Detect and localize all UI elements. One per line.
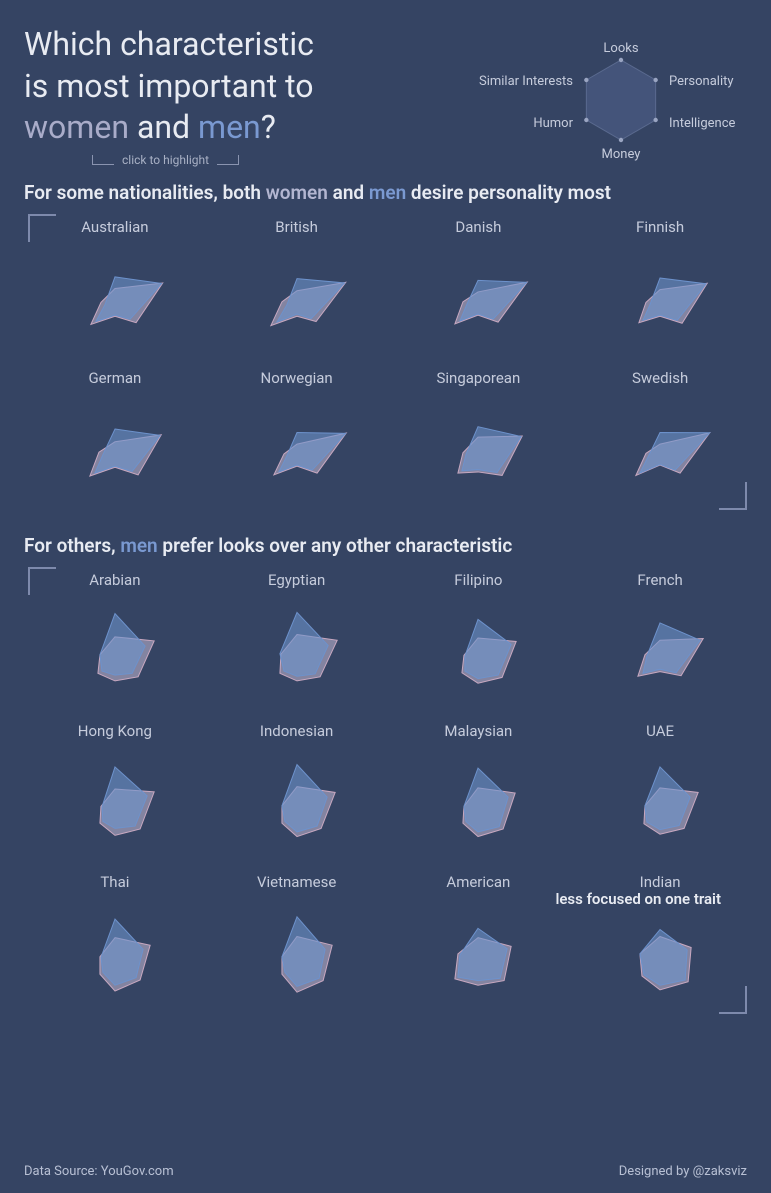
nationality-label: American	[446, 873, 510, 891]
nationality-label: French	[637, 571, 682, 589]
radar-chart	[570, 893, 750, 1018]
nationality-label: Australian	[81, 218, 148, 236]
section-personality: For some nationalities, both women and m…	[0, 167, 771, 514]
radar-cell[interactable]: French	[569, 565, 751, 716]
nationality-label: Finnish	[636, 218, 684, 236]
radar-chart	[25, 238, 205, 363]
nationality-label: Hong Kong	[78, 722, 152, 740]
radar-cell[interactable]: Vietnamese	[206, 867, 388, 1018]
s2-pre: For others,	[24, 534, 120, 557]
s2-post: prefer looks over any other characterist…	[158, 534, 513, 557]
radar-cell[interactable]: Finnish	[569, 212, 751, 363]
title-men[interactable]: men	[198, 108, 261, 146]
radar-cell[interactable]: Thai	[24, 867, 206, 1018]
radar-cell[interactable]: German	[24, 363, 206, 514]
radar-cell[interactable]: Indonesian	[206, 716, 388, 867]
radar-chart	[388, 238, 568, 363]
radar-chart	[570, 389, 750, 514]
radar-cell[interactable]: Norwegian	[206, 363, 388, 514]
title-women[interactable]: women	[24, 108, 129, 146]
grid-personality: Australian British Danish Finnish German Norw…	[24, 212, 751, 514]
nationality-label: German	[88, 369, 141, 387]
radar-chart	[25, 591, 205, 716]
title-and: and	[129, 108, 198, 146]
radar-cell[interactable]: American	[388, 867, 570, 1018]
nationality-label: Filipino	[454, 571, 502, 589]
grid-looks: Arabian Egyptian Filipino French Hong Kong In…	[24, 565, 751, 1018]
radar-chart	[388, 893, 568, 1018]
radar-chart	[207, 893, 387, 1018]
radar-cell[interactable]: Malaysian	[388, 716, 570, 867]
nationality-label: Singaporean	[437, 369, 521, 387]
legend-axis-label: Humor	[533, 116, 573, 131]
nationality-label: Swedish	[632, 369, 688, 387]
radar-cell[interactable]: British	[206, 212, 388, 363]
legend-radar: Looks Personality Intelligence Money Humor Si…	[473, 8, 753, 178]
title-line-2: is most important to	[24, 67, 314, 105]
radar-cell[interactable]: UAE	[569, 716, 751, 867]
legend-axis-label: Personality	[669, 74, 734, 89]
radar-cell[interactable]: Filipino	[388, 565, 570, 716]
section-1-title: For some nationalities, both women and m…	[24, 181, 751, 204]
radar-chart	[388, 591, 568, 716]
s2-men[interactable]: men	[120, 534, 157, 557]
s1-men[interactable]: men	[369, 181, 406, 204]
subnote-less-focused: less focused on one trait	[555, 890, 721, 908]
radar-chart	[207, 742, 387, 867]
nationality-label: British	[275, 218, 318, 236]
title-q: ?	[261, 108, 276, 146]
section-looks: For others, men prefer looks over any ot…	[0, 514, 771, 1018]
s1-post: desire personality most	[406, 181, 611, 204]
radar-cell[interactable]: Singaporean	[388, 363, 570, 514]
nationality-label: Vietnamese	[257, 873, 336, 891]
nationality-label: Thai	[100, 873, 129, 891]
radar-chart	[25, 893, 205, 1018]
radar-chart	[25, 389, 205, 514]
nationality-label: Norwegian	[261, 369, 333, 387]
legend-axis-label: Similar Interests	[479, 74, 573, 89]
nationality-label: Danish	[455, 218, 501, 236]
radar-cell[interactable]: Hong Kong	[24, 716, 206, 867]
footer-credit: Designed by @zaksviz	[619, 1164, 747, 1179]
radar-chart	[388, 389, 568, 514]
nationality-label: Egyptian	[268, 571, 325, 589]
header: Which characteristic is most important t…	[0, 0, 771, 167]
radar-cell[interactable]: Danish	[388, 212, 570, 363]
section-2-title: For others, men prefer looks over any ot…	[24, 534, 751, 557]
nationality-label: Indian	[640, 873, 681, 891]
bracket-right-icon	[217, 155, 239, 165]
radar-chart	[570, 742, 750, 867]
legend-axis-label: Intelligence	[669, 116, 735, 131]
bracket-left-icon	[92, 155, 114, 165]
nationality-label: Malaysian	[444, 722, 512, 740]
title-line-1: Which characteristic	[24, 25, 314, 63]
nationality-label: Indonesian	[260, 722, 333, 740]
radar-chart	[570, 238, 750, 363]
footer: Data Source: YouGov.com Designed by @zak…	[0, 1154, 771, 1193]
radar-cell[interactable]: Indian	[569, 867, 751, 1018]
radar-chart	[207, 389, 387, 514]
legend-axis-label: Looks	[603, 41, 638, 56]
radar-chart	[207, 591, 387, 716]
radar-chart	[207, 238, 387, 363]
radar-chart	[25, 742, 205, 867]
legend-axis-label: Money	[602, 147, 641, 162]
s1-women[interactable]: women	[266, 181, 328, 204]
s1-pre: For some nationalities, both	[24, 181, 266, 204]
s1-mid: and	[328, 181, 369, 204]
nationality-label: Arabian	[89, 571, 140, 589]
radar-chart	[570, 591, 750, 716]
footer-source: Data Source: YouGov.com	[24, 1164, 174, 1179]
nationality-label: UAE	[646, 722, 674, 740]
radar-cell[interactable]: Swedish	[569, 363, 751, 514]
radar-chart	[388, 742, 568, 867]
radar-cell[interactable]: Egyptian	[206, 565, 388, 716]
hint-text: click to highlight	[122, 153, 209, 167]
